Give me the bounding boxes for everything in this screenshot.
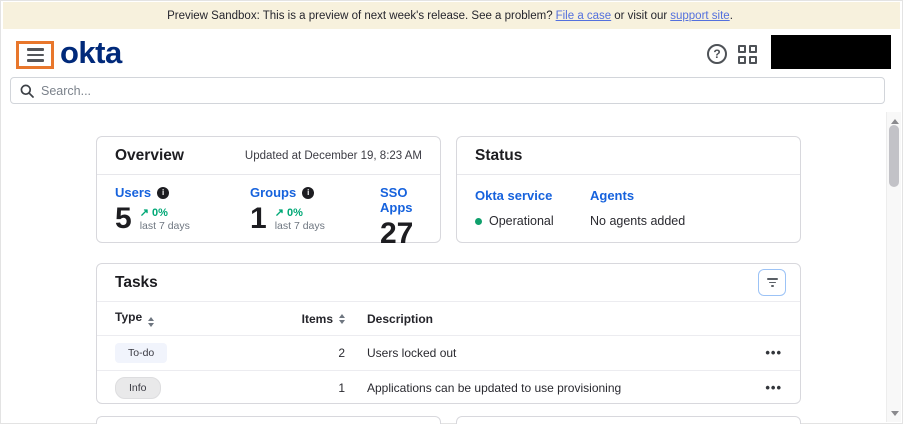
okta-service-status: Operational	[475, 214, 590, 228]
trend-up-icon: ↗	[274, 207, 284, 219]
apps-grid-icon[interactable]	[738, 45, 758, 65]
column-header-items[interactable]: Items	[265, 312, 345, 326]
preview-sandbox-banner: Preview Sandbox: This is a preview of ne…	[3, 2, 900, 29]
metric-sso-apps: SSO Apps 27	[380, 185, 422, 249]
task-description: Users locked out	[367, 346, 457, 360]
trend-up-icon: ↗	[139, 207, 149, 219]
overview-title: Overview	[115, 146, 184, 164]
sso-apps-count: 27	[380, 217, 414, 250]
users-link[interactable]: Users i	[115, 185, 250, 200]
groups-link[interactable]: Groups i	[250, 185, 380, 200]
type-badge: Info	[115, 377, 161, 399]
vertical-scrollbar[interactable]	[886, 112, 901, 422]
info-icon[interactable]: i	[157, 186, 170, 199]
status-card-header: Status	[457, 137, 800, 175]
search-input[interactable]	[41, 83, 875, 98]
partial-card-right	[456, 416, 801, 424]
info-icon[interactable]: i	[302, 186, 315, 199]
partial-card-left	[96, 416, 441, 424]
filter-icon	[766, 277, 778, 280]
status-card: Status Okta service Operational Agents N…	[456, 136, 801, 243]
agents-status: No agents added	[590, 214, 686, 228]
row-actions-ellipsis-icon[interactable]: •••	[765, 344, 782, 360]
agents-column: Agents No agents added	[590, 188, 782, 228]
okta-service-link[interactable]: Okta service	[475, 188, 553, 203]
global-search-bar[interactable]	[10, 77, 885, 104]
banner-text-middle: or visit our	[614, 9, 668, 22]
top-header: okta ?	[3, 29, 900, 76]
metric-users: Users i 5 ↗ 0% last 7 days	[115, 185, 250, 249]
status-columns: Okta service Operational Agents No agent…	[457, 175, 800, 228]
type-badge: To-do	[115, 343, 168, 363]
okta-service-column: Okta service Operational	[475, 188, 590, 228]
overview-metrics: Users i 5 ↗ 0% last 7 days Groups i	[97, 175, 440, 249]
column-header-description: Description	[367, 311, 434, 326]
file-a-case-link[interactable]: File a case	[555, 9, 612, 22]
agents-link[interactable]: Agents	[590, 188, 635, 203]
sort-icon[interactable]	[148, 317, 155, 327]
scrollbar-thumb[interactable]	[889, 125, 899, 187]
tasks-title: Tasks	[115, 273, 158, 291]
sort-icon[interactable]	[339, 313, 345, 324]
metric-groups: Groups i 1 ↗ 0% last 7 days	[250, 185, 380, 249]
banner-text: Preview Sandbox: This is a preview of ne…	[167, 9, 553, 22]
operational-dot-icon	[475, 217, 482, 225]
search-icon	[20, 84, 34, 98]
task-description: Applications can be updated to use provi…	[367, 381, 622, 395]
redacted-account-info	[771, 35, 891, 69]
items-count: 2	[338, 346, 345, 360]
overview-card-header: Overview Updated at December 19, 8:23 AM	[97, 137, 440, 175]
table-row[interactable]: Info 1 Applications can be updated to us…	[97, 370, 800, 403]
filter-button[interactable]	[758, 269, 786, 296]
tasks-card: Tasks Type Items Description To-do 2 Use…	[96, 263, 801, 404]
status-title: Status	[475, 146, 523, 164]
scroll-up-arrow-icon[interactable]	[887, 114, 902, 128]
groups-delta: ↗ 0% last 7 days	[274, 207, 325, 232]
items-count: 1	[338, 381, 345, 395]
banner-text-end: .	[729, 9, 733, 22]
overview-updated-timestamp: Updated at December 19, 8:23 AM	[244, 149, 422, 162]
users-delta: ↗ 0% last 7 days	[139, 207, 190, 232]
table-row[interactable]: To-do 2 Users locked out •••	[97, 335, 800, 370]
help-icon[interactable]: ?	[707, 44, 727, 64]
sso-apps-link[interactable]: SSO Apps	[380, 185, 413, 215]
tasks-table-header: Type Items Description	[97, 301, 800, 335]
overview-card: Overview Updated at December 19, 8:23 AM…	[96, 136, 441, 248]
scroll-down-arrow-icon[interactable]	[887, 406, 902, 420]
menu-hamburger-icon[interactable]	[16, 41, 54, 69]
tasks-card-header: Tasks	[97, 264, 800, 301]
column-header-type[interactable]: Type	[115, 310, 265, 327]
users-count: 5	[115, 202, 132, 235]
okta-logo[interactable]: okta	[60, 35, 122, 70]
groups-count: 1	[250, 202, 267, 235]
support-site-link[interactable]: support site	[670, 9, 730, 22]
row-actions-ellipsis-icon[interactable]: •••	[765, 379, 782, 395]
